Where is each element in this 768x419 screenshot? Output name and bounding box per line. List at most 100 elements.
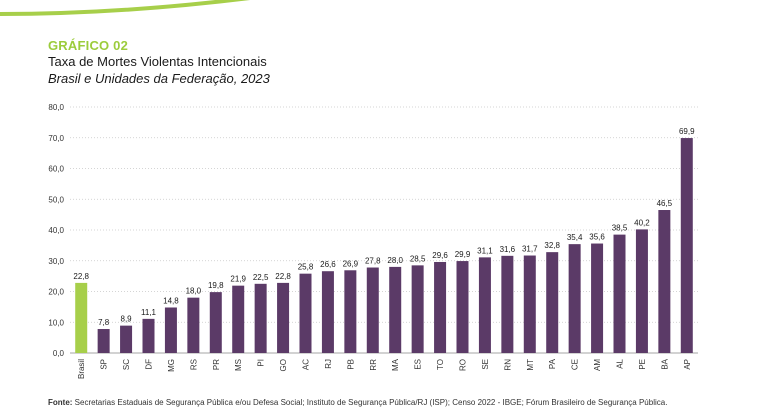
bar-value-label: 25,8 [298, 263, 314, 272]
x-tick-label: Brasil [77, 359, 86, 379]
bar-value-label: 46,5 [657, 199, 673, 208]
bar [209, 292, 222, 353]
x-tick-label: MS [234, 359, 243, 371]
bar-value-label: 28,0 [387, 256, 403, 265]
chart-number-label: GRÁFICO 02 [48, 38, 129, 53]
bar-value-label: 22,8 [275, 272, 291, 281]
chart-title: Taxa de Mortes Violentas Intencionais [48, 54, 267, 69]
bar [321, 271, 334, 353]
y-tick-label: 40,0 [48, 226, 64, 235]
source-label: Fonte: [48, 398, 73, 407]
bar-value-label: 26,9 [343, 259, 359, 268]
chart-subtitle: Brasil e Unidades da Federação, 2023 [48, 71, 270, 86]
bar [434, 261, 447, 353]
y-tick-label: 30,0 [48, 257, 64, 266]
bar [120, 325, 133, 353]
bar-value-label: 14,8 [163, 296, 179, 305]
bar-value-label: 29,6 [432, 251, 448, 260]
x-tick-label: RJ [324, 359, 333, 369]
x-tick-label: PR [212, 359, 221, 370]
bar-value-label: 69,9 [679, 127, 695, 136]
bar [478, 257, 491, 353]
bar-value-label: 7,8 [98, 318, 110, 327]
bar-chart: 0,0 10,0 20,0 30,0 40,0 50,0 60,0 70,0 80,0 22,8 B… [48, 103, 698, 379]
bar [411, 265, 424, 353]
bar [97, 329, 110, 353]
x-tick-label: RN [503, 359, 512, 371]
bar [635, 229, 648, 353]
x-tick-label: AC [302, 359, 311, 370]
bar [232, 285, 245, 353]
bar [680, 138, 693, 353]
x-tick-label: SP [100, 359, 109, 370]
bar-value-label: 32,8 [544, 241, 560, 250]
x-tick-label: PB [346, 359, 355, 370]
x-tick-label: AM [593, 359, 602, 371]
source-text: Secretarias Estaduais de Segurança Públi… [74, 398, 668, 407]
bar-value-label: 11,1 [141, 308, 157, 317]
x-tick-label: PE [638, 359, 647, 370]
y-tick-label: 80,0 [48, 103, 64, 112]
bar-value-label: 35,6 [589, 233, 605, 242]
bar [75, 282, 88, 353]
x-tick-label: RR [369, 359, 378, 371]
y-tick-label: 0,0 [53, 349, 65, 358]
y-tick-label: 20,0 [48, 288, 64, 297]
bar-value-label: 28,5 [410, 254, 426, 263]
bar [523, 255, 536, 353]
bar-value-label: 18,0 [186, 287, 202, 296]
bar [456, 261, 469, 353]
x-tick-label: GO [279, 359, 288, 371]
bar-value-label: 22,8 [73, 272, 89, 281]
x-tick-label: TO [436, 359, 445, 370]
x-tick-label: SE [481, 359, 490, 370]
bar-value-label: 19,8 [208, 281, 224, 290]
x-tick-label: MA [391, 358, 400, 371]
bar-value-label: 35,4 [567, 233, 583, 242]
x-tick-label: PI [257, 359, 266, 367]
y-tick-label: 60,0 [48, 165, 64, 174]
bar [546, 252, 559, 353]
x-tick-label: RO [459, 359, 468, 371]
bar-value-label: 22,5 [253, 273, 269, 282]
x-tick-label: BA [660, 358, 669, 369]
bar [277, 282, 290, 353]
source-note: Fonte: Secretarias Estaduais de Seguranç… [48, 398, 667, 407]
bar-value-label: 29,9 [455, 250, 471, 259]
bar [142, 318, 155, 353]
bar [389, 266, 402, 353]
bar [254, 283, 267, 353]
x-tick-label: CE [571, 359, 580, 370]
y-tick-label: 70,0 [48, 134, 64, 143]
bar-value-label: 26,6 [320, 260, 336, 269]
x-tick-label: ES [414, 359, 423, 370]
bar [164, 307, 177, 353]
x-tick-label: MT [526, 359, 535, 371]
bar-value-label: 21,9 [230, 275, 246, 284]
bar [658, 210, 671, 353]
x-tick-label: AL [616, 358, 625, 368]
bar-value-label: 31,7 [522, 245, 538, 254]
bar-value-label: 38,5 [612, 224, 628, 233]
bar-value-label: 40,2 [634, 218, 650, 227]
bar-value-label: 27,8 [365, 257, 381, 266]
bar-value-label: 8,9 [121, 315, 133, 324]
x-tick-label: MG [167, 359, 176, 372]
bar [568, 244, 581, 353]
bar [613, 234, 626, 353]
bar [299, 273, 312, 353]
bar [187, 297, 200, 353]
bar [501, 255, 514, 353]
x-tick-label: PA [548, 358, 557, 369]
y-tick-label: 10,0 [48, 318, 64, 327]
x-tick-label: SC [122, 359, 131, 370]
bar-value-label: 31,6 [500, 245, 516, 254]
x-tick-label: RS [189, 359, 198, 370]
bar [344, 270, 357, 353]
y-tick-label: 50,0 [48, 195, 64, 204]
bar [366, 267, 379, 353]
x-tick-label: AP [683, 359, 692, 370]
bar-value-label: 31,1 [477, 246, 493, 255]
x-tick-label: DF [145, 359, 154, 370]
decorative-arc [0, 0, 251, 16]
